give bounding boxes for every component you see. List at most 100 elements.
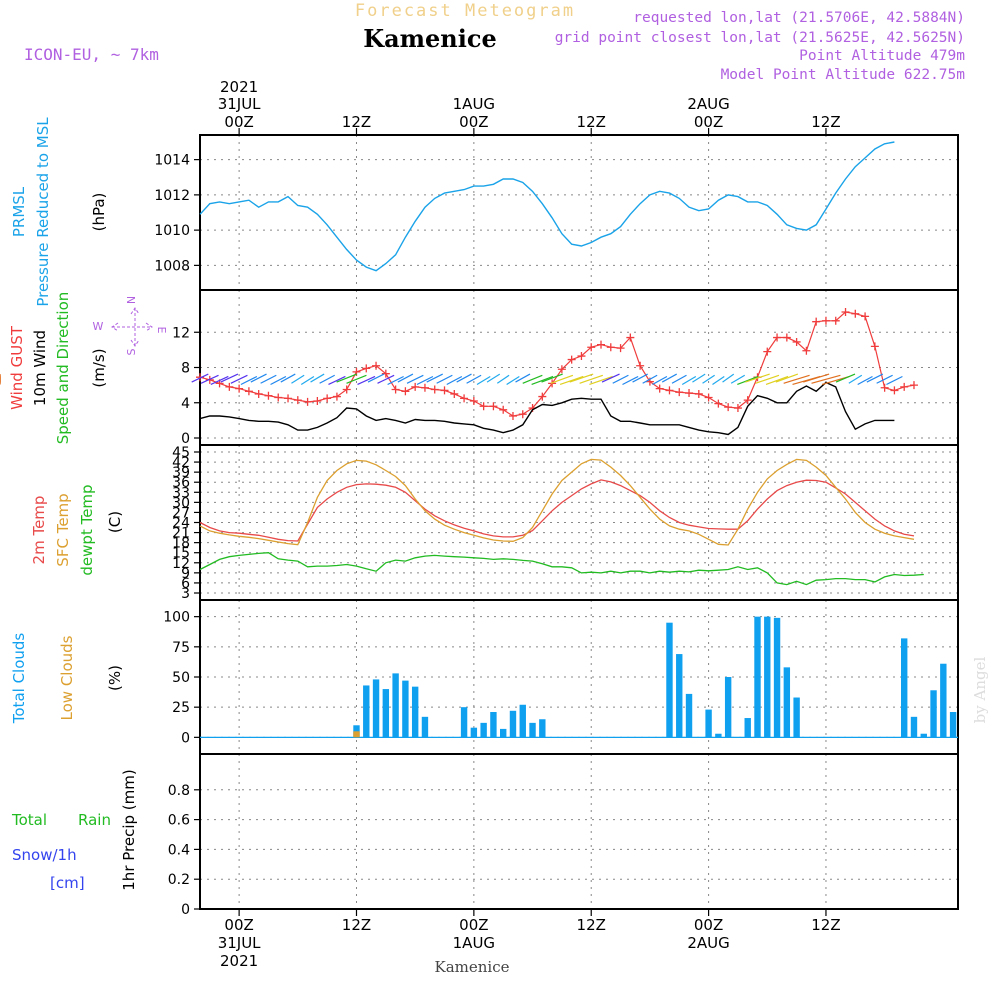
precip-tick-label: 0.2	[168, 872, 190, 888]
model-label: ICON-EU, ~ 7km	[24, 45, 159, 64]
grid-point-coords: grid point closest lon,lat (21.5625E, 42…	[555, 30, 965, 46]
date-tick-label: 2AUG	[687, 95, 729, 113]
total-cloud-bar	[490, 712, 496, 737]
total-cloud-bar	[754, 617, 760, 738]
clouds-tick-label: 100	[163, 610, 190, 626]
precip-tick-label: 0.8	[168, 783, 190, 799]
compass-s: S	[125, 348, 138, 355]
precip-axis-labels: Total RainSnow/1h[cm] 1hr Precip (mm)	[11, 769, 138, 892]
total-cloud-bar	[510, 711, 516, 738]
wind-direction-arrow	[570, 374, 594, 382]
gust-marker	[480, 402, 488, 410]
total-cloud-bar	[666, 623, 672, 738]
date-tick-label: 2AUG	[687, 934, 729, 952]
gust-marker	[861, 312, 869, 320]
wind-label: 10m Wind	[31, 330, 49, 406]
gust-marker	[665, 386, 673, 394]
meteogram-svg: Forecast Meteogram Kamenice ICON-EU, ~ 7…	[0, 0, 1000, 1000]
temp2m-label: 2m Temp	[30, 496, 48, 565]
time-tick-label: 00Z	[694, 113, 723, 131]
total-cloud-bar	[725, 677, 731, 737]
time-tick-label: 00Z	[224, 916, 253, 934]
total-cloud-bar	[784, 667, 790, 737]
wind-tick-label: 4	[181, 396, 190, 412]
gust-marker	[656, 385, 664, 393]
wind-direction-arrow	[756, 375, 780, 383]
gust-marker	[450, 390, 458, 398]
gust-marker	[255, 390, 263, 398]
total-cloud-bar	[921, 734, 927, 738]
clouds-axis-labels: Total Clouds Low Clouds (%)	[10, 633, 124, 725]
precip-tick-label: 0	[181, 902, 190, 918]
gust-marker	[881, 384, 889, 392]
gust-marker	[343, 386, 351, 394]
panel-5: 0 0.2 0.4 0.6 0.8	[168, 754, 958, 918]
total-cloud-bar	[363, 685, 369, 737]
wind-direction-arrow	[291, 375, 304, 383]
panel-frame	[200, 754, 958, 909]
time-tick-label: 12Z	[811, 113, 840, 131]
direction-label: Speed and Direction	[54, 292, 72, 445]
year-tick-label: 2021	[220, 78, 258, 96]
wind-direction-arrow	[723, 374, 734, 382]
total-cloud-bar	[940, 664, 946, 738]
total-cloud-bar	[686, 694, 692, 737]
time-tick-label: 12Z	[577, 113, 606, 131]
time-tick-label: 00Z	[694, 916, 723, 934]
wind-tick-label: 8	[181, 361, 190, 377]
gust-marker	[499, 406, 507, 414]
gust-marker	[401, 387, 409, 395]
gust-marker	[225, 383, 233, 391]
total-cloud-bar	[764, 617, 770, 738]
gust-marker	[441, 386, 449, 394]
pressure-line	[200, 142, 894, 271]
header: Forecast Meteogram Kamenice ICON-EU, ~ 7…	[24, 1, 989, 976]
gust-marker	[323, 394, 331, 402]
panel-1: 1008101010121014	[154, 135, 958, 290]
clouds-tick-label: 0	[181, 730, 190, 746]
gust-label: Wind GUST	[8, 325, 26, 410]
total-cloud-bar	[392, 673, 398, 737]
low-cloud-bar	[353, 731, 359, 737]
gust-marker	[714, 400, 722, 408]
wind-direction-arrow	[497, 375, 509, 383]
date-tick-label: 31JUL	[218, 934, 261, 952]
wind-direction-arrow	[477, 376, 490, 384]
total-cloud-bar	[480, 723, 486, 737]
gust-marker	[245, 387, 253, 395]
total-cloud-bar	[500, 729, 506, 737]
gust-marker	[304, 398, 312, 406]
wind-direction-arrow	[301, 376, 314, 384]
precip-unit: 1hr Precip (mm)	[120, 769, 138, 890]
gust-marker	[597, 341, 605, 349]
gust-marker	[910, 381, 918, 389]
total-cloud-bar	[402, 681, 408, 738]
gust-marker	[783, 334, 791, 342]
gust-marker	[489, 402, 497, 410]
total-cloud-bar	[774, 618, 780, 737]
gust-marker	[636, 362, 644, 370]
wind-direction-arrow	[692, 374, 705, 382]
wind-tick-label: 12	[172, 325, 190, 341]
date-tick-label: 1AUG	[453, 95, 495, 113]
compass-n: N	[125, 296, 138, 304]
gust-marker	[431, 386, 439, 394]
gust-marker	[763, 348, 771, 356]
dewpt-line	[200, 553, 924, 585]
time-tick-label: 00Z	[224, 113, 253, 131]
total-cloud-bar	[412, 687, 418, 738]
snow-label: Snow/1h	[12, 846, 77, 864]
gust-marker	[900, 383, 908, 391]
dewpt-label: dewpt Temp	[78, 484, 96, 575]
wind-direction-arrow	[311, 374, 325, 382]
total-cloud-bar	[950, 712, 956, 737]
total-cloud-bar	[705, 710, 711, 738]
time-tick-label: 00Z	[459, 916, 488, 934]
gust-marker	[284, 394, 292, 402]
pressure-axis-labels: PRMSL Pressure Reduced to MSL (hPa)	[10, 117, 108, 307]
time-tick-label: 12Z	[342, 113, 371, 131]
total-cloud-bar	[911, 717, 917, 738]
precip-tick-label: 0.4	[168, 842, 190, 858]
total-cloud-bar	[520, 705, 526, 738]
